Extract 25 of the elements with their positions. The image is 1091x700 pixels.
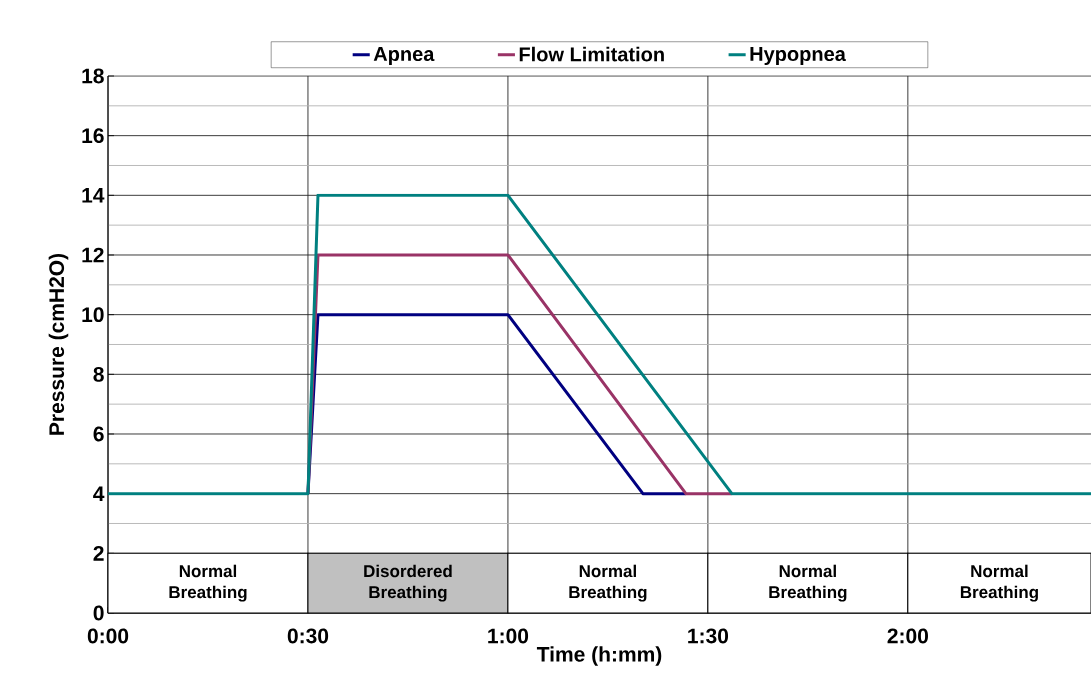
y-tick-label: 18 [82,68,104,84]
legend-label: Hypopnea [750,47,846,66]
band-label: Normal Breathing [169,564,247,602]
y-axis-title: Pressure (cmH2O) [48,253,69,435]
band-label: Normal Breathing [769,564,847,602]
y-tick-label: 16 [82,128,104,144]
x-tick-label: 0:00 [87,628,129,644]
legend-label: Apnea [373,47,435,66]
y-tick-label: 2 [93,545,104,561]
x-tick-label: 1:00 [488,628,529,644]
y-tick-label: 8 [93,366,104,382]
y-tick-label: 10 [82,307,104,323]
x-tick-label: 1:30 [688,628,729,644]
y-tick-label: 14 [82,188,105,203]
x-tick-label: 2:00 [887,628,928,644]
band-label: Normal Breathing [960,564,1038,602]
band-label: Disordered Breathing [364,564,452,602]
y-tick-label: 4 [93,486,105,501]
x-tick-label: 0:30 [287,628,329,644]
y-tick-label: 6 [93,426,104,442]
y-tick-label: 0 [93,605,104,621]
y-tick-label: 12 [82,247,104,263]
band-label: Normal Breathing [569,564,647,602]
legend-label: Flow Limitation [519,46,664,62]
x-axis-title: Time (h:mm) [536,646,662,666]
